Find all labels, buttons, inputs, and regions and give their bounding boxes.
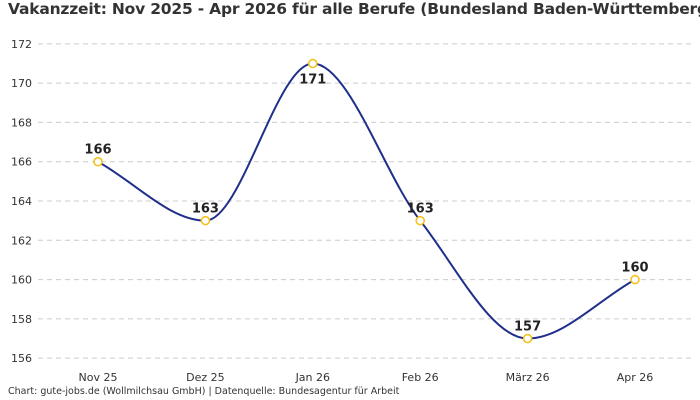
data-label: 157 (514, 320, 541, 335)
chart-source-footer: Chart: gute-jobs.de (Wollmilchsau GmbH) … (8, 386, 400, 397)
y-tick-label: 166 (11, 156, 32, 169)
y-tick-label: 158 (11, 313, 32, 326)
y-tick-label: 170 (11, 77, 32, 90)
y-tick-label: 160 (11, 274, 32, 287)
data-points (93, 58, 640, 344)
data-label: 166 (84, 143, 111, 158)
data-point (93, 156, 103, 167)
data-point (200, 215, 211, 226)
y-tick-label: 172 (11, 38, 32, 51)
y-tick-label: 168 (11, 116, 32, 129)
chart-title: Vakanzzeit: Nov 2025 - Apr 2026 für alle… (8, 0, 700, 18)
data-label: 160 (621, 261, 648, 276)
data-label: 163 (407, 202, 434, 217)
y-tick-label: 156 (11, 352, 32, 365)
data-point (522, 333, 533, 344)
data-label: 163 (192, 202, 219, 217)
y-tick-label: 164 (11, 195, 32, 208)
data-point (630, 274, 640, 285)
x-axis-ticks: Nov 25 Dez 25 Jan 26 Feb 26 März 26 Apr 26 (79, 371, 654, 384)
x-tick-label: Nov 25 (79, 371, 118, 384)
x-tick-label: Dez 25 (186, 371, 225, 384)
data-point (415, 215, 426, 226)
grid-lines (38, 43, 692, 359)
x-tick-label: März 26 (506, 371, 550, 384)
data-label: 171 (299, 72, 326, 87)
x-tick-label: Feb 26 (402, 371, 439, 384)
y-tick-label: 162 (11, 234, 32, 247)
data-labels: 166 163 171 163 157 160 (84, 72, 648, 334)
x-tick-label: Apr 26 (617, 371, 654, 384)
x-tick-label: Jan 26 (295, 371, 330, 384)
data-point (307, 58, 318, 69)
y-axis-ticks: 156 158 160 162 164 166 168 170 172 (11, 38, 32, 365)
